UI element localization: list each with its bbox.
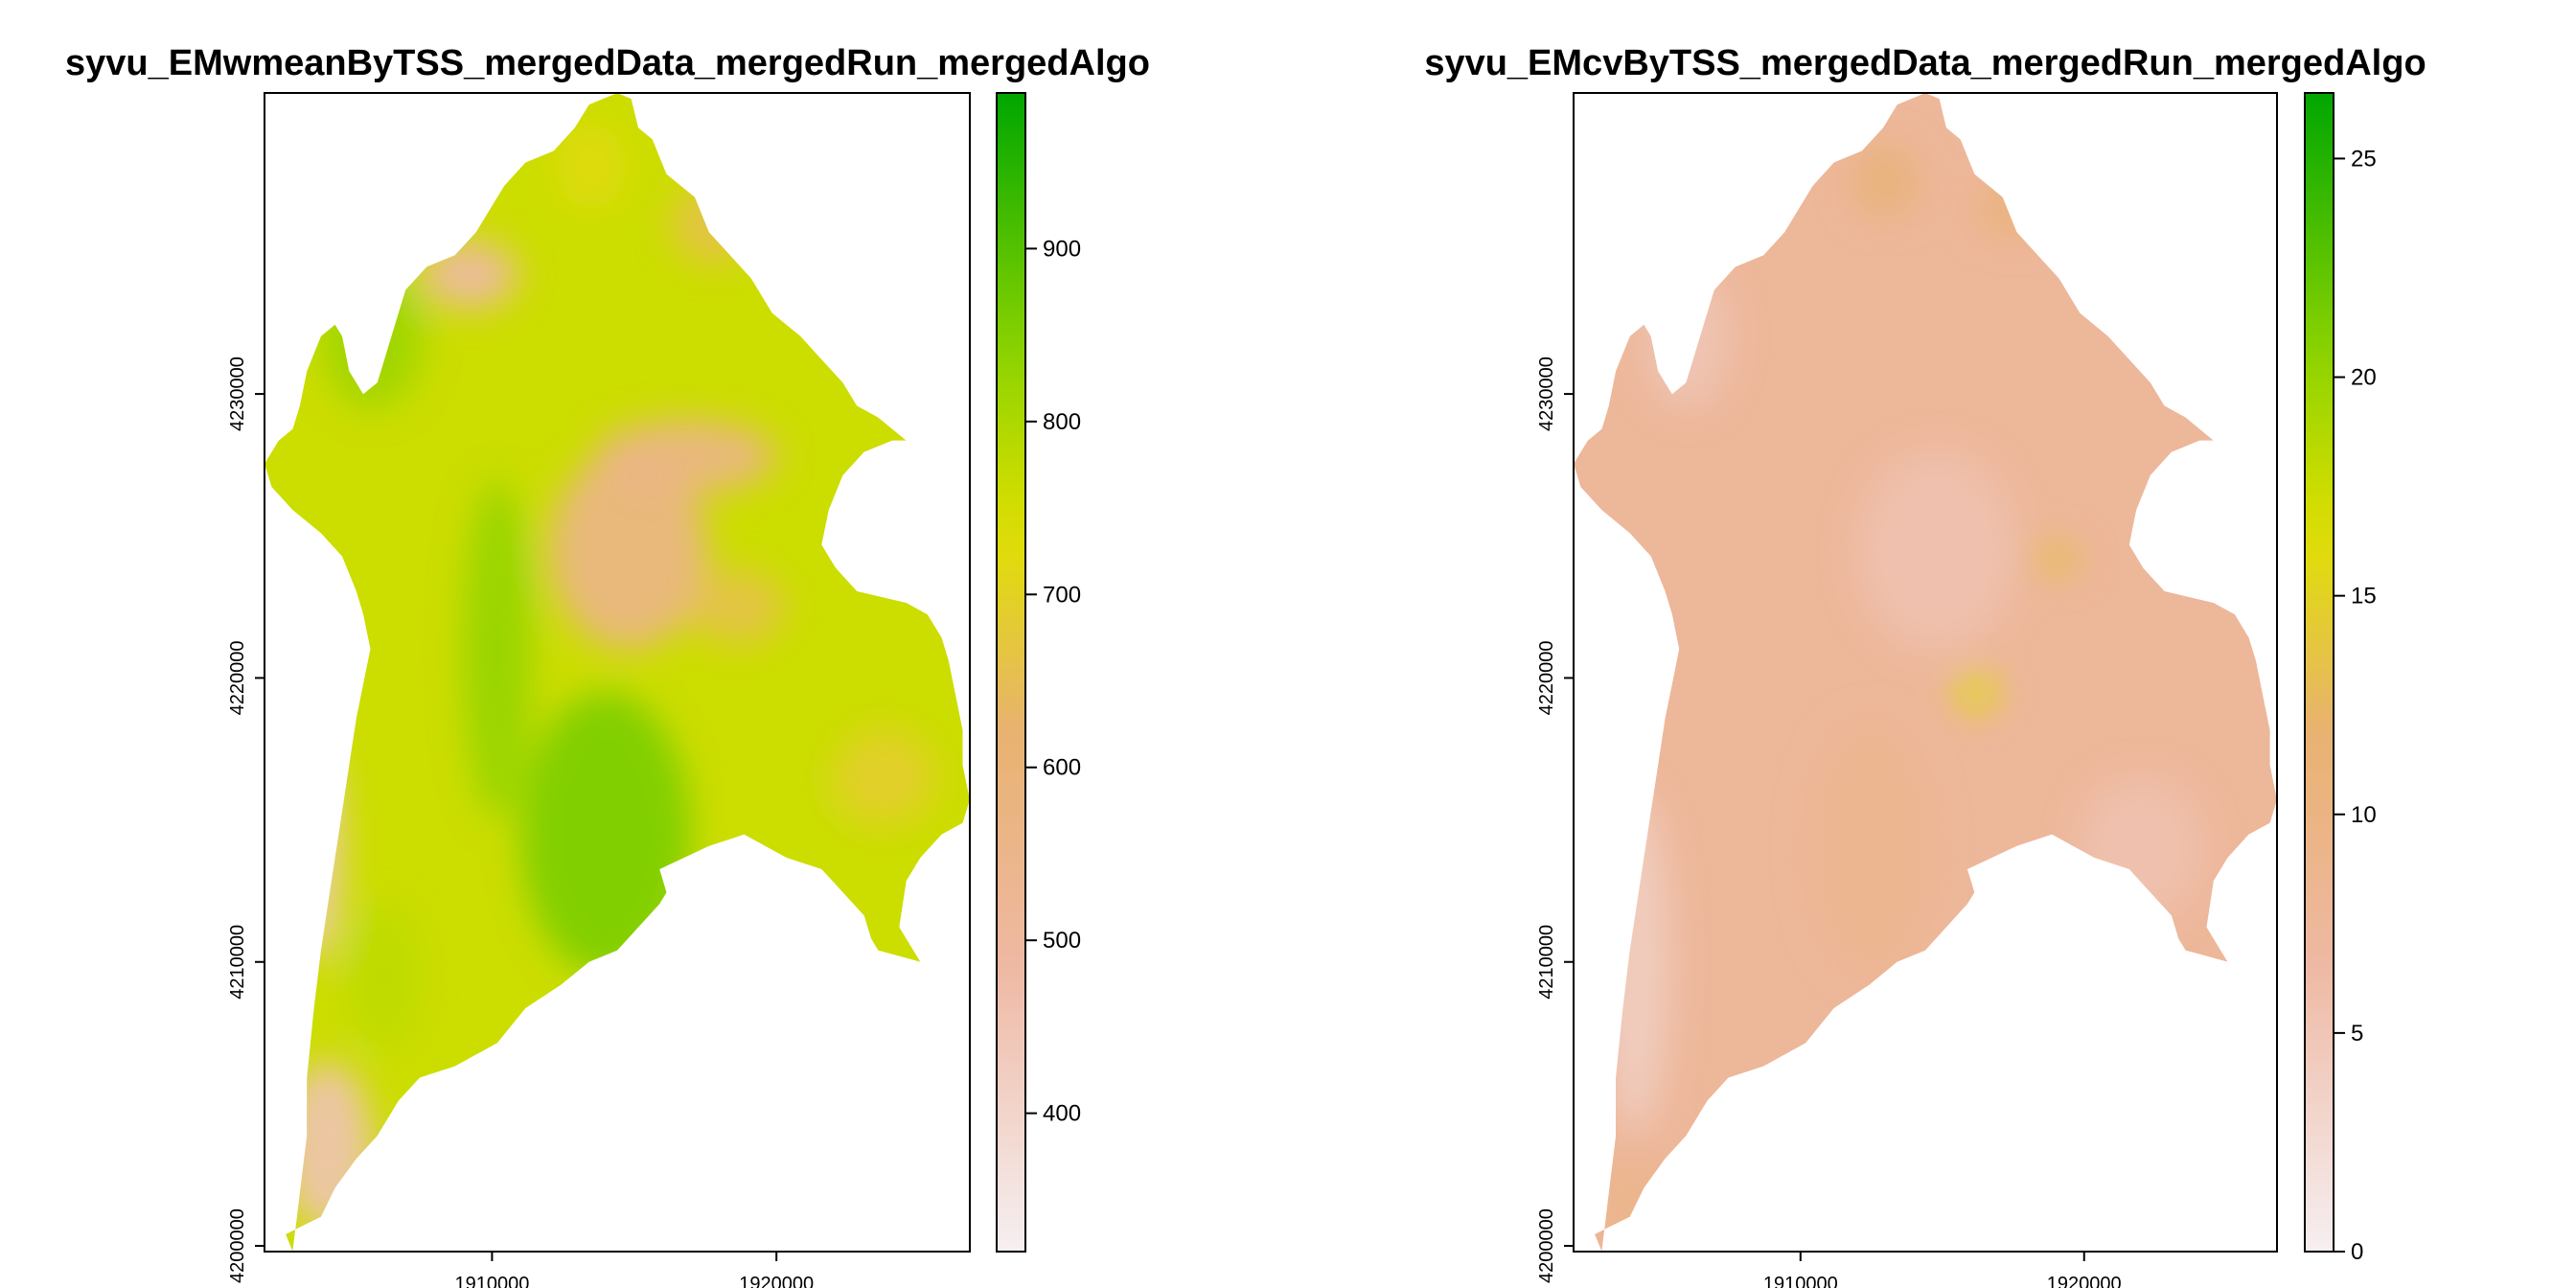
raster-region (321, 265, 425, 408)
raster-base (264, 93, 970, 1252)
colorbar-frame (996, 92, 1026, 1253)
x-tick-label: 1910000 (1763, 1274, 1838, 1288)
colorbar-tick-label: 0 (2351, 1239, 2363, 1265)
raster-region (688, 569, 786, 644)
raster-region (2078, 777, 2204, 920)
raster-region (745, 771, 837, 897)
raster-region (1601, 791, 1670, 1133)
raster-region (1973, 180, 2054, 239)
colorbar-tick-label: 20 (2351, 365, 2377, 391)
y-tick-label: 4220000 (227, 640, 248, 715)
chart-title: syvu_EMcvByTSS_mergedData_mergedRun_merg… (1424, 43, 2426, 83)
raster-region (350, 905, 419, 1047)
colorbar-tick-label: 25 (2351, 146, 2377, 172)
raster-area (264, 93, 970, 1252)
raster-region (1590, 1161, 1670, 1247)
colorbar-tick-label: 10 (2351, 802, 2377, 828)
raster-region (594, 419, 777, 494)
raster-region (748, 970, 862, 1039)
colorbar-tick-label: 800 (1043, 409, 1081, 435)
y-tick-label: 4210000 (1536, 925, 1557, 1000)
raster-region (1852, 144, 1920, 218)
y-tick-label: 4210000 (227, 925, 248, 1000)
raster-region (421, 241, 518, 310)
colorbar-frame (2304, 92, 2334, 1253)
raster-base (1574, 93, 2277, 1252)
colorbar-fill (997, 93, 1025, 1252)
raster-region (520, 692, 692, 977)
raster-region (2030, 541, 2082, 576)
colorbar-tick-label: 900 (1043, 236, 1081, 262)
raster-region (1808, 720, 1934, 977)
colorbar-tick-label: 5 (2351, 1021, 2363, 1046)
colorbar-tick-label: 15 (2351, 584, 2377, 610)
x-tick-label: 1920000 (2047, 1274, 2122, 1288)
x-tick-label: 1920000 (739, 1274, 814, 1288)
raster-region (671, 183, 757, 264)
y-tick-label: 4220000 (1536, 640, 1557, 715)
colorbar-tick-label: 600 (1043, 755, 1081, 781)
plot-frame (1573, 92, 2278, 1253)
raster-region (1856, 450, 2016, 650)
y-tick-label: 4230000 (1536, 356, 1557, 431)
y-tick-label: 4200000 (227, 1208, 248, 1283)
raster-region (289, 734, 342, 962)
chart-title: syvu_EMwmeanByTSS_mergedData_mergedRun_m… (65, 43, 1150, 83)
raster-area (1574, 93, 2277, 1252)
raster-region (281, 1061, 373, 1232)
raster-region (548, 450, 708, 650)
y-tick-label: 4230000 (227, 356, 248, 431)
colorbar-fill (2305, 93, 2334, 1252)
raster-region (1644, 265, 1730, 408)
y-tick-label: 4200000 (1536, 1208, 1557, 1283)
chart-panel-2: syvu_EMcvByTSS_mergedData_mergedRun_merg… (1424, 43, 2426, 1288)
raster-region (463, 479, 532, 820)
x-tick-label: 1910000 (454, 1274, 529, 1288)
colorbar-tick-label: 400 (1043, 1101, 1081, 1127)
raster-region (1956, 672, 1996, 712)
plot-frame (264, 92, 971, 1253)
colorbar-tick-label: 700 (1043, 582, 1081, 608)
colorbar-tick-label: 500 (1043, 928, 1081, 954)
chart-panel-1: syvu_EMwmeanByTSS_mergedData_mergedRun_m… (65, 43, 1150, 1288)
raster-region (557, 124, 626, 210)
raster-region (833, 728, 936, 826)
